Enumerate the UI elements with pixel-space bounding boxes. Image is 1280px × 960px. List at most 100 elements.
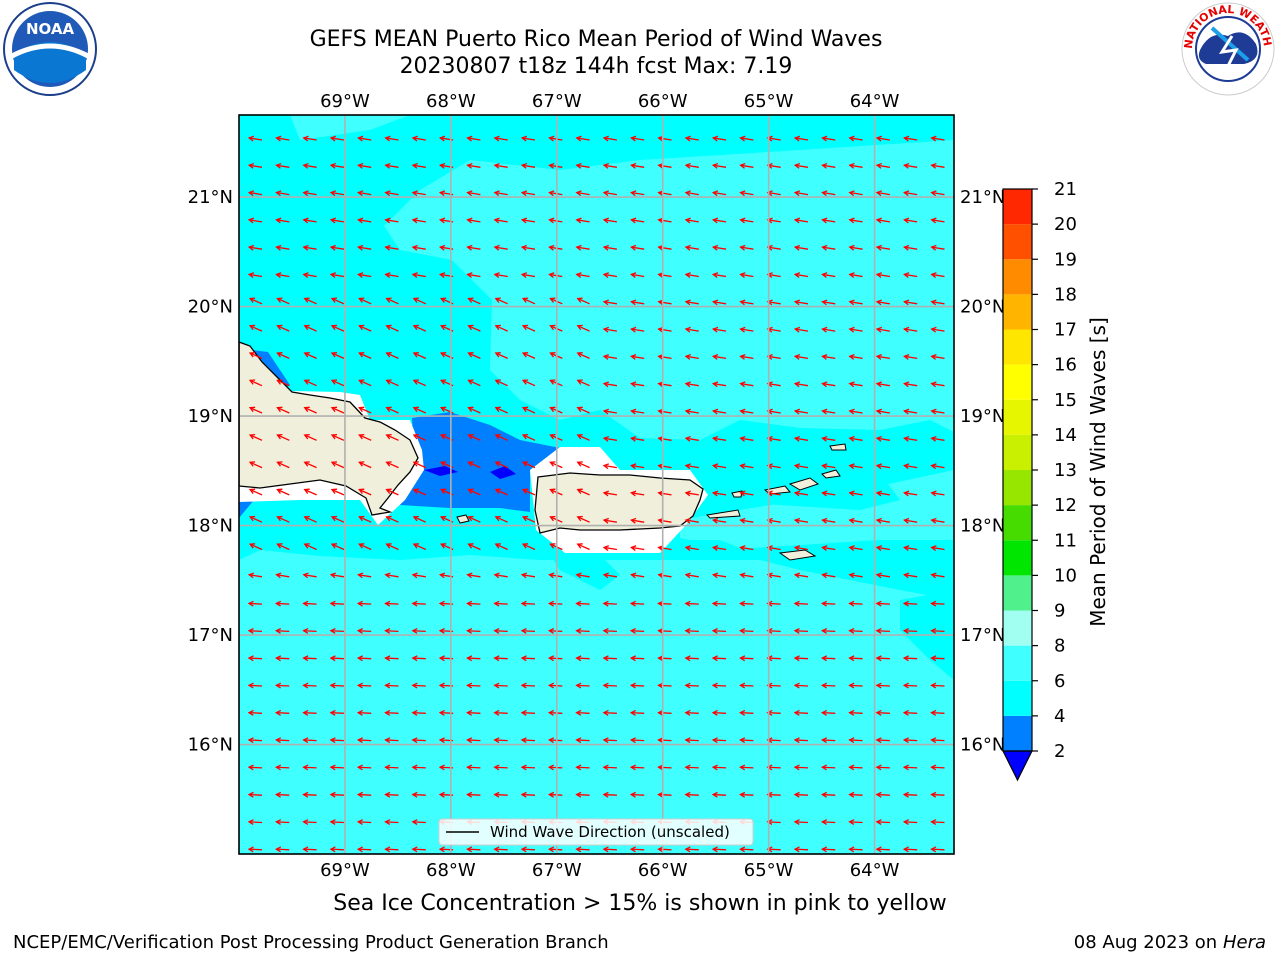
wind-arrow (766, 819, 781, 826)
wind-arrow (684, 737, 699, 744)
lon-tick-label: 65°W (744, 91, 794, 112)
wind-arrow (629, 600, 645, 607)
wind-arrow (493, 709, 508, 716)
wind-arrow (521, 515, 536, 523)
wind-arrow (466, 217, 481, 224)
wind-arrow (274, 791, 290, 798)
wind-arrow (303, 515, 317, 523)
wind-arrow (821, 272, 836, 279)
wind-arrow (875, 463, 891, 470)
wind-arrow (629, 791, 645, 798)
wind-arrow (630, 490, 645, 497)
wind-arrow (248, 543, 263, 551)
wind-arrow (520, 272, 536, 279)
wind-arrow (466, 846, 481, 853)
wind-arrow (411, 135, 426, 142)
wind-arrow (330, 433, 345, 441)
wind-arrow (412, 515, 427, 523)
wind-arrow (711, 463, 727, 470)
colorbar-segment (1003, 399, 1032, 435)
wind-arrow (329, 682, 344, 689)
lon-tick-label: 64°W (850, 91, 900, 112)
wind-arrow (329, 190, 345, 197)
map-frame (238, 114, 955, 855)
wind-arrow (274, 600, 290, 607)
wind-arrow (248, 379, 263, 387)
wind-arrow (248, 324, 263, 332)
wind-arrow (494, 515, 508, 523)
wind-arrow (766, 764, 781, 771)
wind-arrow (548, 572, 563, 579)
colorbar-tick-label: 18 (1054, 284, 1077, 305)
wind-arrow (357, 135, 372, 142)
wind-arrow (875, 135, 891, 142)
colorbar-tick-label: 19 (1054, 249, 1077, 270)
wind-arrow (247, 819, 263, 826)
wind-arrow (657, 682, 672, 689)
wind-arrow (875, 162, 891, 169)
wind-arrow (875, 381, 891, 388)
wind-arrow (247, 600, 263, 607)
wind-arrow (902, 737, 918, 744)
colorbar-tick-label: 11 (1054, 530, 1077, 551)
wind-arrow (875, 846, 890, 853)
wind-arrow (875, 435, 891, 442)
wind-arrow (521, 297, 536, 305)
wind-arrow (358, 461, 372, 469)
wind-arrow (466, 272, 481, 279)
wind-arrow (521, 433, 536, 441)
wind-arrow (630, 217, 645, 224)
wind-arrow (357, 244, 372, 251)
wind-arrow (467, 324, 481, 332)
wind-arrow (411, 846, 426, 853)
wind-arrow (330, 543, 345, 551)
wind-arrow (411, 572, 426, 579)
wind-arrow (739, 490, 754, 497)
colorbar-segment (1003, 259, 1032, 295)
wind-arrow (274, 682, 290, 689)
wind-arrow (358, 297, 372, 305)
wind-arrow (630, 517, 645, 524)
wind-arrow (930, 627, 945, 634)
wind-arrow (711, 381, 727, 388)
wind-arrow (875, 600, 890, 607)
wind-arrow (493, 572, 508, 579)
wind-arrow (466, 162, 481, 169)
wind-arrow (276, 543, 290, 551)
wind-arrow (875, 682, 890, 689)
wind-arrow (575, 709, 590, 716)
colorbar-segment (1003, 645, 1032, 681)
wind-arrow (930, 764, 945, 771)
land-st-croix (778, 549, 817, 561)
wind-arrow (630, 272, 645, 279)
wind-arrow (494, 324, 508, 332)
lat-tick-label: 16°N (188, 735, 233, 756)
wind-arrow (930, 354, 945, 360)
wind-arrow (466, 190, 481, 197)
wind-arrow (276, 433, 290, 441)
wind-arrow (575, 846, 590, 853)
wind-arrow (466, 572, 481, 579)
wind-arrow (576, 433, 590, 441)
wind-arrow (848, 791, 863, 798)
wind-arrow (902, 791, 918, 798)
wind-arrow (766, 791, 781, 798)
wind-arrow (467, 515, 481, 523)
lat-tick-label: 18°N (960, 516, 1005, 537)
wind-arrow (548, 162, 563, 169)
wind-arrow (356, 600, 372, 607)
wind-arrow (821, 354, 836, 360)
wind-arrow (520, 791, 536, 798)
wind-arrow (684, 217, 699, 224)
wind-arrow (793, 272, 809, 279)
wind-arrow (848, 326, 863, 333)
wind-arrow (821, 463, 836, 470)
wind-arrow (930, 517, 945, 524)
wind-arrow (766, 709, 781, 716)
wind-arrow (411, 791, 426, 798)
wind-arrow (875, 545, 891, 552)
noaa-logo-text: NOAA (26, 20, 75, 38)
colorbar-segment (1003, 189, 1032, 225)
wind-arrow (630, 463, 645, 470)
wind-arrow (684, 517, 699, 524)
